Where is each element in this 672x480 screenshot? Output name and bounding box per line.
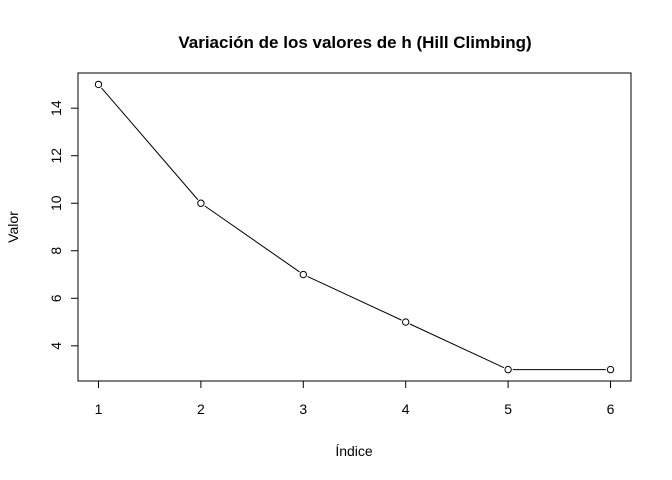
- y-axis-label: Valor: [5, 211, 21, 243]
- y-tick-label: 10: [48, 195, 64, 211]
- x-axis: 1 2 3 4 5 6: [95, 380, 615, 417]
- plot-frame: [77, 72, 632, 382]
- data-point: [94, 80, 103, 89]
- x-tick-label: 2: [197, 401, 205, 417]
- line-segment: [307, 276, 402, 321]
- y-tick-label: 12: [48, 148, 64, 164]
- line-segment: [204, 205, 300, 273]
- data-point: [299, 270, 307, 279]
- y-tick-label: 8: [48, 247, 64, 255]
- x-tick-label: 3: [299, 401, 307, 417]
- x-axis-label: Índice: [335, 443, 373, 459]
- chart-title: Variación de los valores de h (Hill Clim…: [178, 33, 531, 52]
- x-tick-label: 5: [504, 401, 512, 417]
- y-axis: 4 6 8 10 12 14: [48, 100, 79, 350]
- data-point: [606, 365, 615, 374]
- y-tick-label: 14: [48, 100, 64, 116]
- x-tick-label: 4: [402, 401, 410, 417]
- line-segment: [409, 323, 505, 369]
- x-tick-label: 1: [95, 401, 103, 417]
- data-point: [197, 199, 205, 207]
- data-point: [402, 318, 410, 326]
- y-tick-label: 4: [48, 342, 64, 350]
- x-tick-label: 6: [607, 401, 615, 417]
- series-line: [101, 87, 606, 371]
- data-point: [504, 365, 512, 374]
- y-tick-label: 6: [48, 294, 64, 302]
- data-points: [94, 80, 615, 374]
- line-segment: [101, 87, 199, 201]
